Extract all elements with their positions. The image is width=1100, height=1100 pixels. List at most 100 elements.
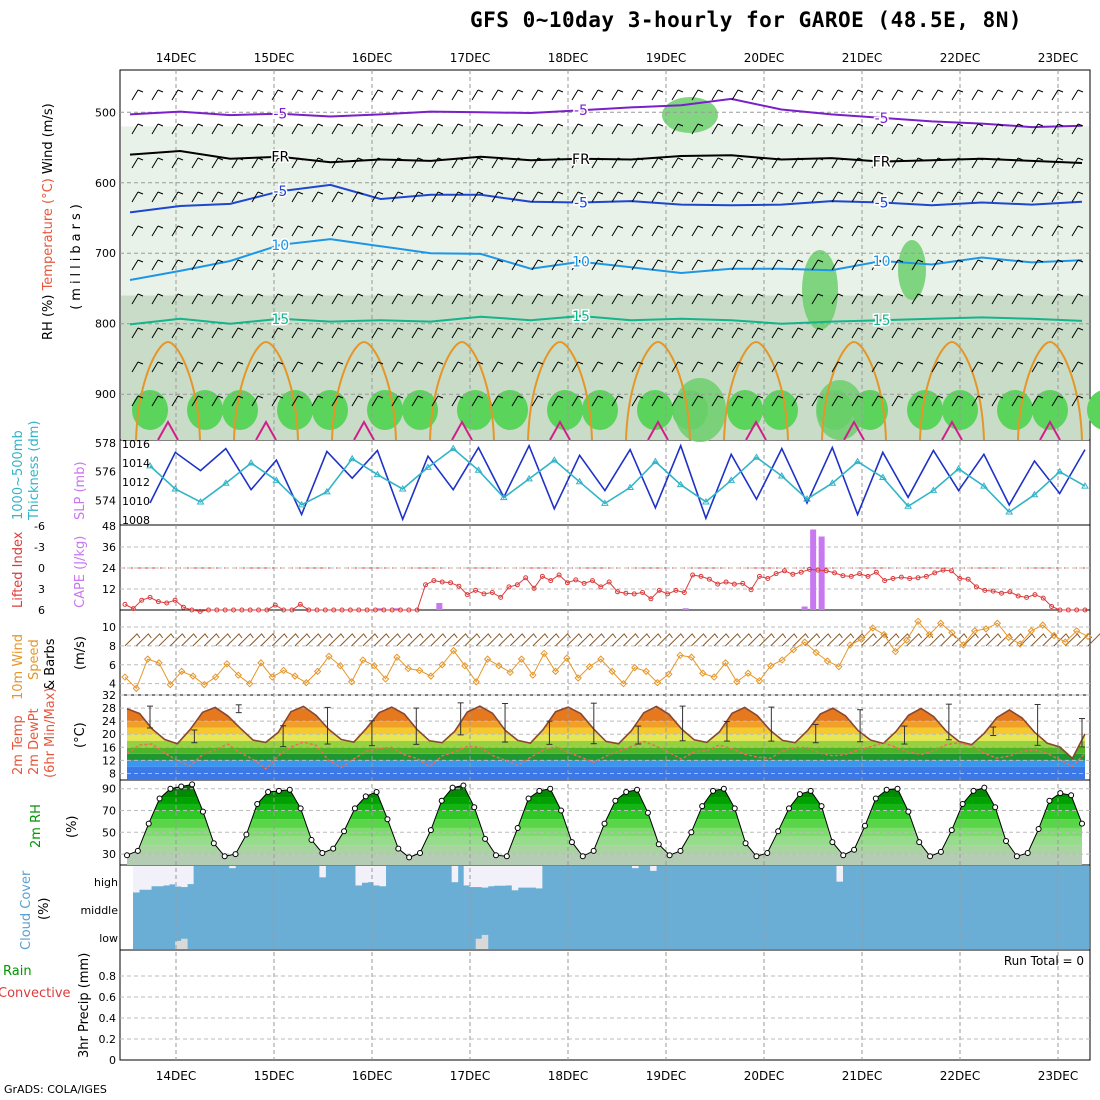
wind-barb-10m <box>305 633 322 647</box>
wind-barb <box>211 259 224 271</box>
wind-barb <box>671 89 684 101</box>
thickness-marker <box>1055 467 1064 475</box>
date-bottom-18DEC: 18DEC <box>548 1069 588 1083</box>
isotherm-20-arch <box>135 340 201 441</box>
rh-marker <box>265 788 272 795</box>
wind-marker <box>211 673 220 681</box>
rh-marker <box>351 805 358 812</box>
thk-ylabel-1: 1000~500mb <box>11 430 26 520</box>
cloud-high-bar <box>499 866 507 886</box>
isotherm-20-arch <box>919 340 985 441</box>
wind-marker <box>1004 633 1013 642</box>
isotherm-label-2: -5 <box>273 184 287 200</box>
lifted-marker <box>231 607 237 613</box>
lifted-marker <box>790 571 796 577</box>
isotherm-label-1: FR <box>873 155 891 171</box>
cloud-high-bar <box>463 866 471 886</box>
wind-barb <box>351 361 364 373</box>
wind-barb <box>631 89 644 101</box>
wind-barb <box>511 259 524 271</box>
rh-marker <box>807 787 814 794</box>
wind-barb <box>951 89 964 101</box>
wind-barb-10m <box>657 633 673 647</box>
rh-marker <box>1046 797 1053 804</box>
wind-barb <box>351 157 364 169</box>
wind-barb-10m <box>260 633 277 647</box>
lifted-marker <box>673 587 679 593</box>
rh-marker <box>243 831 250 838</box>
wind-barb <box>211 327 224 339</box>
cloud-high-bar <box>379 866 387 887</box>
slp-tick-1014: 1014 <box>122 457 150 470</box>
wind-marker <box>721 659 730 667</box>
temp-line <box>126 705 1086 760</box>
wind-barb <box>311 225 324 237</box>
wind-barb <box>151 191 164 203</box>
wind-barb <box>951 327 964 339</box>
wind-barb <box>1051 327 1064 339</box>
wind-barb <box>411 225 424 237</box>
lifted-marker <box>606 579 612 585</box>
wind-barb <box>1071 395 1084 407</box>
rh-marker <box>753 853 760 860</box>
rh-marker <box>1003 838 1010 845</box>
lifted-marker <box>264 607 270 613</box>
wind-barb-10m <box>815 633 832 647</box>
wind-barb <box>851 395 864 407</box>
wind-barb <box>751 225 764 237</box>
rh-marker <box>395 845 402 852</box>
wind-barb <box>1011 293 1024 305</box>
wind-barb <box>551 123 564 135</box>
thickness-marker <box>702 497 710 505</box>
lifted-marker <box>990 588 996 594</box>
wind-barb <box>351 225 364 237</box>
rh-marker <box>905 808 912 815</box>
lifted-marker <box>857 571 863 577</box>
wind-marker <box>121 673 129 681</box>
thickness-marker <box>323 487 331 495</box>
wind-barb <box>251 259 264 271</box>
lifted-marker <box>932 570 938 576</box>
rh-marker <box>384 816 391 823</box>
wind-barb <box>931 89 944 101</box>
wind-barb <box>591 395 604 407</box>
wind-barb <box>831 395 844 407</box>
wind-barb <box>591 123 604 135</box>
wind-barb <box>171 89 184 101</box>
wind-marker <box>676 651 684 660</box>
rh-marker <box>373 788 380 795</box>
lifted-marker <box>648 596 654 602</box>
isotherm-20-arch <box>527 340 593 441</box>
wind-marker <box>461 662 469 670</box>
wind-marker <box>959 641 968 649</box>
wind-barb <box>571 225 584 237</box>
isotherm-label-2: -5 <box>875 195 889 211</box>
wind-marker <box>665 670 673 678</box>
cloud-high-bar <box>229 866 236 869</box>
wind-barb <box>1031 157 1044 169</box>
cloud-high-bar <box>493 866 501 886</box>
wind-barb-10m <box>827 633 843 647</box>
wind-barb <box>231 361 244 373</box>
rh-marker <box>785 805 792 812</box>
wind-barb-10m <box>872 633 889 647</box>
rh-marker <box>449 784 456 791</box>
wind-marker <box>778 656 786 664</box>
wind-barb <box>991 123 1004 135</box>
lifted-marker <box>222 607 228 613</box>
wind-barb <box>311 89 324 101</box>
wind-barb <box>891 259 904 271</box>
wind-barb <box>231 293 244 305</box>
date-bottom-23DEC: 23DEC <box>1038 1069 1078 1083</box>
rh-marker <box>775 828 782 835</box>
wind-barb <box>831 123 844 135</box>
cloud-high-bar <box>487 866 495 887</box>
wind-marker <box>404 664 412 673</box>
isotherm-20-arch <box>233 340 299 441</box>
wind-barb <box>711 191 724 203</box>
cloud-high-bar <box>175 866 182 887</box>
wind-barb-10m <box>339 633 356 647</box>
wind-barb <box>971 225 984 237</box>
wind-barb <box>1031 293 1044 305</box>
